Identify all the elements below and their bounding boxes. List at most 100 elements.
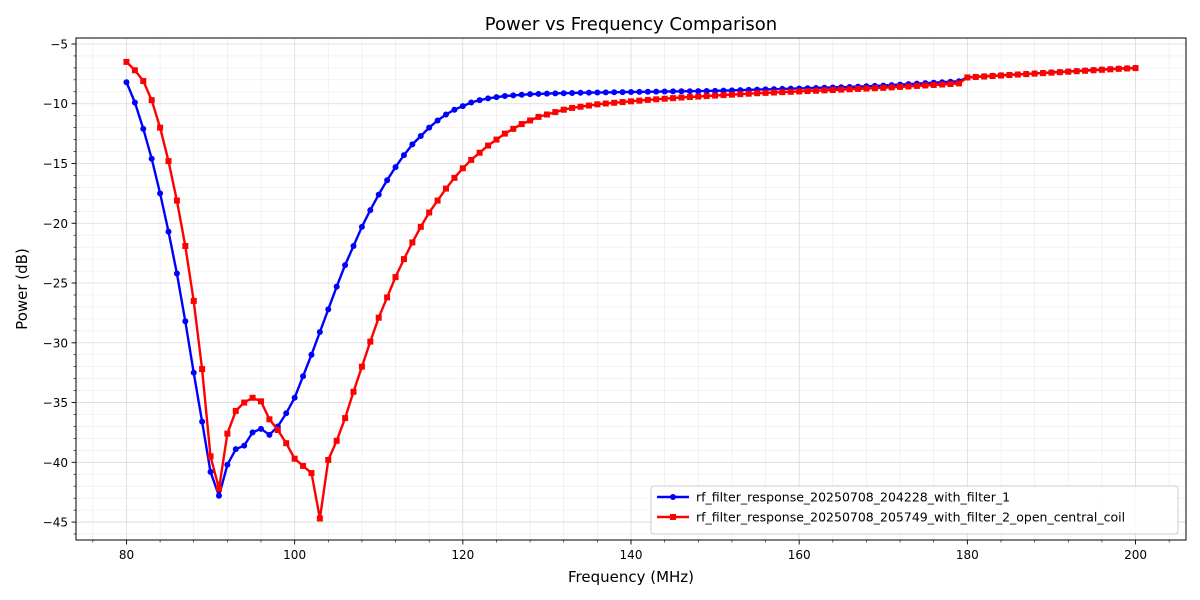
data-point-square — [199, 366, 206, 373]
y-tick-label: −25 — [43, 277, 68, 291]
data-point-square — [182, 242, 189, 249]
data-point-square — [443, 185, 449, 192]
data-point-square — [628, 98, 634, 105]
data-point-square — [745, 90, 752, 97]
data-point-circle — [695, 88, 702, 95]
data-point-square — [998, 72, 1004, 79]
data-point-square — [140, 78, 147, 85]
data-point-circle — [358, 223, 365, 230]
data-point-square — [779, 89, 786, 96]
data-point-circle — [325, 306, 332, 313]
data-point-square — [981, 73, 988, 80]
data-point-circle — [165, 228, 172, 235]
data-point-square — [972, 73, 979, 80]
data-point-square — [392, 274, 399, 281]
data-point-square — [459, 165, 466, 172]
data-point-circle — [258, 425, 264, 432]
data-point-circle — [199, 418, 206, 425]
y-tick-label: −5 — [50, 37, 68, 51]
data-point-square — [880, 84, 887, 91]
data-point-square — [485, 142, 492, 149]
data-point-square — [955, 80, 962, 87]
x-tick-label: 80 — [119, 548, 134, 562]
data-point-square — [602, 100, 609, 107]
x-axis-label: Frequency (MHz) — [568, 568, 694, 586]
data-point-circle — [619, 89, 626, 96]
data-point-square — [661, 95, 668, 102]
data-point-square — [1132, 65, 1139, 72]
data-point-square — [215, 485, 222, 492]
data-point-square — [468, 156, 475, 163]
data-point-square — [871, 85, 878, 92]
data-point-square — [190, 297, 197, 304]
data-point-circle — [501, 92, 508, 99]
data-point-square — [930, 81, 937, 88]
data-point-square — [829, 86, 836, 93]
data-point-circle — [367, 207, 374, 214]
data-point-circle — [148, 155, 155, 162]
data-point-square — [947, 81, 954, 88]
data-point-square — [695, 93, 702, 100]
data-point-square — [678, 94, 685, 101]
data-point-square — [821, 87, 828, 94]
data-point-square — [249, 394, 256, 401]
data-point-square — [157, 124, 164, 131]
x-tick-label: 120 — [451, 548, 474, 562]
data-point-square — [417, 223, 424, 230]
legend-label: rf_filter_response_20250708_205749_with_… — [696, 510, 1125, 525]
data-point-square — [434, 197, 441, 204]
data-point-circle — [375, 191, 382, 198]
data-point-square — [148, 97, 155, 104]
data-point-circle — [653, 88, 660, 95]
series-group — [123, 58, 1139, 522]
data-point-circle — [241, 442, 248, 449]
data-point-square — [400, 256, 407, 263]
data-point-circle — [123, 79, 130, 86]
data-point-circle — [215, 492, 222, 499]
data-point-square — [863, 85, 870, 92]
data-point-square — [527, 117, 534, 124]
data-point-circle — [510, 92, 517, 99]
data-point-circle — [518, 91, 525, 98]
legend-marker-square — [670, 514, 676, 520]
data-point-square — [358, 363, 365, 370]
data-point-square — [476, 149, 483, 156]
data-point-square — [1098, 66, 1105, 73]
data-point-square — [316, 515, 323, 522]
x-tick-label: 200 — [1124, 548, 1147, 562]
data-point-square — [1056, 69, 1063, 76]
data-point-square — [855, 85, 862, 92]
grid — [76, 38, 1186, 540]
data-point-square — [375, 314, 382, 321]
data-point-square — [518, 121, 525, 128]
data-point-circle — [644, 88, 651, 95]
data-point-square — [619, 99, 626, 106]
axis-ticks: 80 100 120 140 160 180 200 −45 −40 −35 −30 −25 −20 −1… — [43, 37, 1170, 562]
data-point-circle — [140, 125, 147, 132]
data-point-square — [636, 97, 643, 104]
data-point-circle — [249, 429, 256, 436]
data-point-circle — [468, 99, 475, 106]
data-point-square — [165, 158, 172, 165]
legend-item-2: rf_filter_response_20250708_205749_with_… — [657, 510, 1125, 525]
data-point-circle — [636, 88, 643, 95]
data-point-circle — [384, 177, 391, 184]
data-point-square — [350, 388, 357, 395]
data-point-square — [409, 239, 416, 246]
data-point-square — [611, 99, 618, 106]
y-axis-label: Power (dB) — [13, 248, 31, 330]
data-point-square — [266, 416, 273, 423]
data-point-square — [1082, 67, 1089, 74]
data-point-square — [1073, 68, 1080, 75]
data-point-square — [670, 95, 677, 102]
data-point-square — [325, 456, 332, 463]
data-point-square — [535, 113, 542, 120]
data-point-square — [510, 125, 517, 132]
data-point-square — [964, 74, 971, 81]
data-point-circle — [543, 90, 550, 97]
data-point-square — [274, 427, 281, 434]
data-point-square — [493, 136, 500, 143]
data-point-square — [989, 73, 996, 80]
data-point-square — [770, 89, 777, 96]
